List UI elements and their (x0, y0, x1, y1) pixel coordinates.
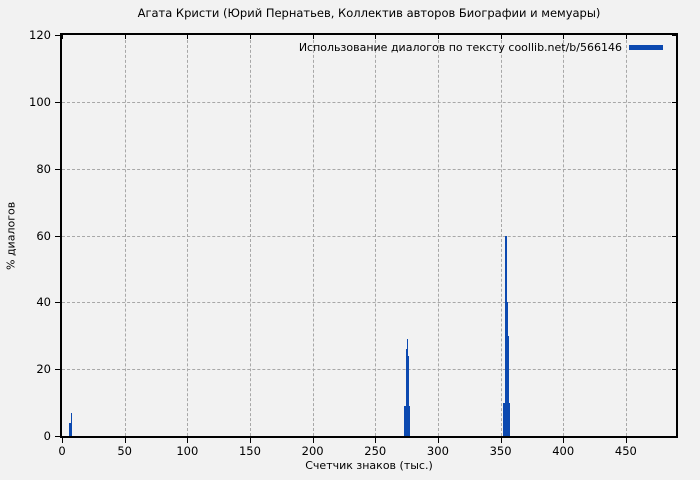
gridline-y-80 (62, 168, 676, 170)
y-tick-label-40: 40 (36, 295, 51, 310)
x-tick-150 (249, 438, 251, 443)
x-tick-label-200: 200 (301, 444, 324, 458)
x-tick-top-350 (500, 35, 502, 39)
y-tick-label-60: 60 (36, 228, 51, 243)
x-tick-label-350: 350 (489, 444, 512, 458)
y-tick-0 (55, 436, 60, 437)
legend-line-swatch (629, 45, 663, 50)
x-tick-label-0: 0 (58, 444, 66, 458)
bar-9 (504, 235, 507, 436)
y-tick-right-40 (672, 302, 676, 304)
y-tick-right-20 (672, 369, 676, 371)
x-tick-top-300 (437, 35, 439, 39)
gridline-y-40 (62, 302, 676, 304)
x-tick-300 (437, 438, 439, 443)
y-tick-20 (55, 369, 60, 371)
gridline-y-20 (62, 369, 676, 371)
x-axis-label: Счетчик знаков (тыс.) (305, 459, 433, 472)
x-tick-400 (563, 438, 565, 443)
x-tick-label-400: 400 (552, 444, 575, 458)
x-tick-label-100: 100 (176, 444, 199, 458)
x-tick-250 (375, 438, 377, 443)
x-tick-50 (124, 438, 126, 443)
x-tick-label-450: 450 (614, 444, 637, 458)
x-tick-label-250: 250 (364, 444, 387, 458)
legend-label: Использование диалогов по тексту coollib… (298, 41, 622, 54)
x-tick-top-100 (187, 35, 189, 39)
x-tick-top-450 (625, 35, 627, 39)
y-tick-right-0 (672, 436, 676, 437)
y-tick-right-60 (672, 235, 676, 237)
x-tick-200 (312, 438, 314, 443)
bar-1 (70, 412, 72, 436)
bar-5 (407, 339, 409, 436)
x-tick-label-50: 50 (117, 444, 132, 458)
y-tick-60 (55, 235, 60, 237)
plot-area: Использование диалогов по тексту coollib… (60, 33, 678, 438)
y-tick-label-80: 80 (36, 161, 51, 176)
y-tick-right-120 (672, 35, 676, 36)
gridline-y-60 (62, 235, 676, 237)
x-tick-450 (625, 438, 627, 443)
y-tick-40 (55, 302, 60, 304)
y-tick-label-0: 0 (43, 429, 51, 443)
x-tick-0 (62, 438, 63, 443)
legend: Использование диалогов по тексту coollib… (299, 41, 663, 54)
y-tick-label-100: 100 (29, 94, 51, 109)
y-tick-right-80 (672, 168, 676, 170)
y-tick-label-120: 120 (29, 28, 51, 42)
y-tick-label-20: 20 (36, 362, 51, 377)
y-tick-80 (55, 168, 60, 170)
x-tick-label-150: 150 (238, 444, 261, 458)
chart-title: Агата Кристи (Юрий Пернатьев, Коллектив … (137, 6, 601, 20)
x-tick-top-200 (312, 35, 314, 39)
x-tick-top-250 (375, 35, 377, 39)
y-tick-100 (55, 101, 60, 103)
x-tick-top-400 (563, 35, 565, 39)
x-tick-350 (500, 438, 502, 443)
y-tick-120 (55, 35, 60, 36)
x-tick-100 (187, 438, 189, 443)
x-tick-top-50 (124, 35, 126, 39)
gridline-y-100 (62, 101, 676, 103)
x-tick-top-0 (62, 35, 63, 39)
y-tick-right-100 (672, 101, 676, 103)
x-tick-label-300: 300 (426, 444, 449, 458)
x-tick-top-150 (249, 35, 251, 39)
